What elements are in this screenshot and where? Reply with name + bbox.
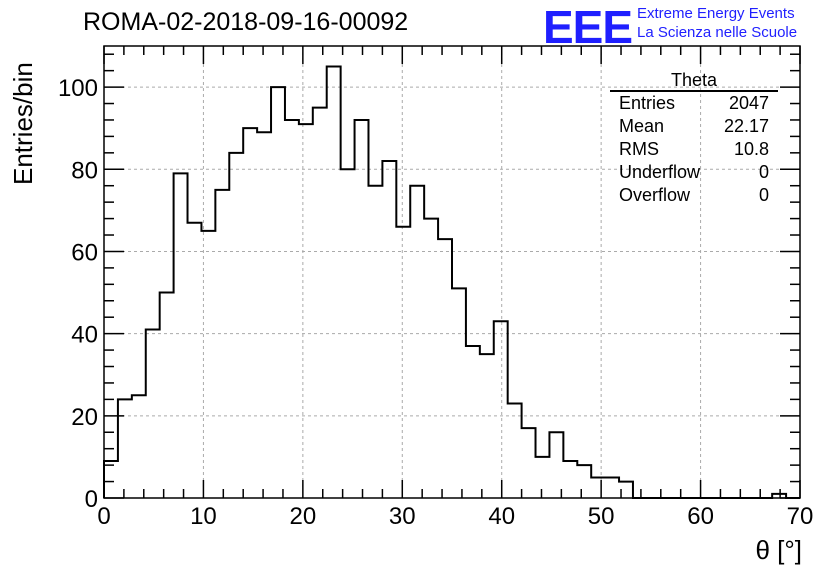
histogram-bin [146, 330, 160, 498]
histogram-bin [355, 120, 369, 498]
histogram-bin [605, 477, 619, 498]
histogram-bin [243, 128, 257, 498]
y-tick-label: 100 [58, 75, 98, 102]
histogram-bin [215, 190, 229, 498]
stats-label: Overflow [619, 185, 691, 205]
plot-frame [103, 45, 801, 499]
stats-value: 0 [758, 162, 769, 182]
stats-box-title: Theta [610, 70, 778, 92]
histogram-bin [299, 124, 313, 498]
stats-box: Theta Entries 2047 Mean 22.17 RMS 10.8 U… [610, 70, 778, 207]
histogram-bin [536, 457, 550, 498]
stats-label: Entries [619, 93, 676, 113]
histogram-bin [480, 354, 494, 498]
histogram-series [103, 65, 800, 499]
histogram-bin [285, 120, 299, 498]
x-tick-label: 50 [588, 503, 615, 530]
histogram-bin [577, 465, 591, 498]
histogram-bin [466, 346, 480, 498]
histogram-bin [104, 461, 118, 498]
logo-caption: Extreme Energy Events La Scienza nelle S… [637, 4, 797, 42]
histogram-bin [438, 239, 452, 498]
y-tick-label: 0 [85, 486, 98, 513]
x-tick-label: 10 [190, 503, 217, 530]
histogram-bin [174, 173, 188, 498]
histogram-bin [410, 186, 424, 498]
stats-row-overflow: Overflow 0 [610, 184, 778, 207]
histogram-outline [103, 65, 800, 499]
axis-ticks [103, 46, 801, 499]
x-tick-label: 0 [97, 503, 110, 530]
histogram-bin [494, 321, 508, 498]
histogram-bin [396, 227, 410, 498]
histogram-bin [424, 219, 438, 498]
stats-value: 2047 [728, 93, 769, 113]
x-tick-label: 60 [687, 503, 714, 530]
y-tick-label: 60 [71, 239, 98, 266]
stats-value: 10.8 [733, 139, 769, 159]
histogram-bin [271, 87, 285, 498]
stats-row-mean: Mean 22.17 [610, 115, 778, 138]
logo-caption-line1: Extreme Energy Events [637, 5, 795, 22]
stats-row-entries: Entries 2047 [610, 92, 778, 115]
x-tick-label: 30 [389, 503, 416, 530]
y-tick-label: 40 [71, 322, 98, 349]
logo-caption-line2: La Scienza nelle Scuole [637, 24, 798, 41]
histogram-bin [188, 223, 202, 498]
histogram-bin [382, 161, 396, 498]
stats-value: 0 [758, 185, 769, 205]
chart-title: ROMA-02-2018-09-16-00092 [83, 8, 409, 36]
histogram-bin [508, 403, 522, 498]
histogram-bin [591, 477, 605, 498]
histogram-bin [118, 399, 132, 498]
stats-label: Mean [619, 116, 665, 136]
stats-label: Underflow [619, 162, 701, 182]
y-axis-label: Entries/bin [8, 62, 38, 185]
histogram-bin [132, 395, 146, 498]
histogram-bin [160, 293, 174, 498]
histogram-bin [368, 186, 382, 498]
y-tick-label: 80 [71, 157, 98, 184]
y-tick-label: 20 [71, 404, 98, 431]
stats-row-underflow: Underflow 0 [610, 161, 778, 184]
x-axis-label: θ [°] [755, 535, 802, 565]
tick-labels: 0 10 20 30 40 50 60 70 0 20 40 60 80 100 [58, 75, 813, 530]
histogram-bin [313, 108, 327, 498]
stats-label: RMS [619, 139, 659, 159]
histogram-bin [257, 132, 271, 498]
histogram-bin [327, 67, 341, 498]
x-tick-label: 20 [290, 503, 317, 530]
stats-row-rms: RMS 10.8 [610, 138, 778, 161]
x-tick-label: 70 [787, 503, 814, 530]
x-tick-label: 40 [488, 503, 515, 530]
eee-logo: EEE [543, 1, 633, 53]
histogram-bin [549, 432, 563, 498]
stats-value: 22.17 [723, 116, 769, 136]
axes [103, 45, 801, 499]
histogram-bin [229, 153, 243, 498]
histogram-bin [563, 461, 577, 498]
histogram-bin [452, 288, 466, 498]
histogram-bin [522, 428, 536, 498]
